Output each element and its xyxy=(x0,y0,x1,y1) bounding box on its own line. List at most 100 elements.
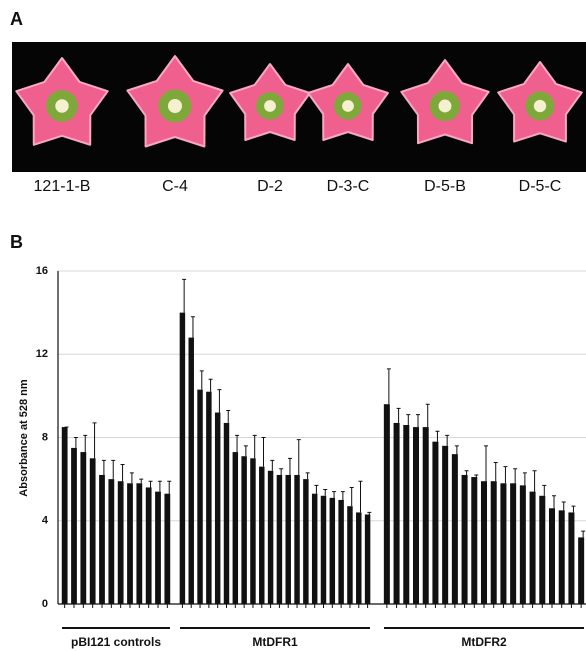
bar xyxy=(471,477,477,604)
flower-label: 121-1-B xyxy=(34,178,91,195)
bar xyxy=(403,425,409,604)
error-bar xyxy=(494,462,498,481)
bar xyxy=(462,475,468,604)
flower-label: D-5-C xyxy=(519,178,562,195)
y-tick-label: 16 xyxy=(36,265,48,277)
bar xyxy=(510,483,516,604)
error-bar xyxy=(341,492,345,500)
bar xyxy=(224,423,229,604)
error-bar xyxy=(314,485,318,493)
flower-anthers xyxy=(55,99,68,112)
error-bar xyxy=(581,531,585,537)
error-bar xyxy=(130,473,134,483)
bar xyxy=(71,448,77,604)
error-bar xyxy=(484,446,488,481)
bar xyxy=(164,494,170,604)
error-bar xyxy=(200,371,204,390)
panel-label: A xyxy=(10,9,23,29)
bar xyxy=(452,454,458,604)
error-bar xyxy=(562,502,566,510)
bar xyxy=(197,390,202,604)
y-tick-label: 4 xyxy=(42,515,49,527)
bar xyxy=(559,510,565,604)
error-bar xyxy=(306,473,310,479)
bar xyxy=(347,506,352,604)
error-bar xyxy=(297,440,301,475)
bar xyxy=(215,413,220,604)
error-bar xyxy=(426,404,430,427)
bar xyxy=(80,452,86,604)
error-bar xyxy=(474,475,478,477)
bar xyxy=(188,338,193,604)
bar xyxy=(500,483,506,604)
error-bar xyxy=(359,481,363,512)
bar xyxy=(442,446,448,604)
bar xyxy=(90,458,96,604)
bar xyxy=(530,492,536,604)
bar xyxy=(285,475,290,604)
bar xyxy=(491,481,497,604)
flower-label: D-3-C xyxy=(327,178,370,195)
bar xyxy=(118,481,124,604)
y-tick-label: 8 xyxy=(42,431,48,443)
error-bar xyxy=(465,471,469,475)
bar xyxy=(568,512,574,604)
bar xyxy=(206,392,211,604)
error-bar xyxy=(158,481,162,491)
bar xyxy=(338,500,343,604)
error-bar xyxy=(455,446,459,454)
error-bar xyxy=(552,496,556,508)
bar xyxy=(365,515,370,604)
bar xyxy=(146,487,152,604)
bar xyxy=(294,475,299,604)
error-bar xyxy=(93,423,97,458)
error-bar xyxy=(111,460,115,479)
panel-label: B xyxy=(10,232,23,252)
flower-anthers xyxy=(264,100,276,112)
group-label: MtDFR1 xyxy=(252,635,298,649)
error-bar xyxy=(262,438,266,467)
flower-label: D-5-B xyxy=(424,178,466,195)
bar xyxy=(356,512,361,604)
error-bar xyxy=(350,487,354,506)
error-bar xyxy=(191,317,195,338)
error-bar xyxy=(209,379,213,391)
bar xyxy=(330,498,335,604)
bar xyxy=(413,427,419,604)
error-bar xyxy=(244,446,248,456)
error-bar xyxy=(102,460,106,475)
bar xyxy=(259,467,264,604)
flower-label: D-2 xyxy=(257,178,283,195)
page: {"panel_a": {"label": "A", "flowers": ["… xyxy=(0,0,586,651)
bar xyxy=(549,508,555,604)
error-bar xyxy=(217,390,221,413)
error-bar xyxy=(226,410,230,422)
bar xyxy=(136,483,142,604)
error-bar xyxy=(149,481,153,487)
error-bar xyxy=(445,435,449,445)
bar xyxy=(62,427,68,604)
bar xyxy=(303,479,308,604)
error-bar xyxy=(533,471,537,492)
bar xyxy=(233,452,238,604)
error-bar xyxy=(513,469,517,484)
bar xyxy=(394,423,400,604)
error-bar xyxy=(416,415,420,427)
bar xyxy=(321,496,326,604)
error-bar xyxy=(406,415,410,425)
error-bar xyxy=(139,479,143,483)
error-bar xyxy=(387,369,391,404)
bar xyxy=(481,481,487,604)
bar xyxy=(268,471,273,604)
flower-anthers xyxy=(168,99,182,113)
bar xyxy=(155,492,161,604)
error-bar xyxy=(503,467,507,484)
y-tick-label: 12 xyxy=(36,348,48,360)
bar xyxy=(99,475,105,604)
bar xyxy=(432,442,438,604)
flower-anthers xyxy=(342,100,354,112)
error-bar xyxy=(367,512,371,514)
error-bar xyxy=(523,473,527,485)
error-bar xyxy=(182,279,186,312)
bar xyxy=(520,485,526,604)
